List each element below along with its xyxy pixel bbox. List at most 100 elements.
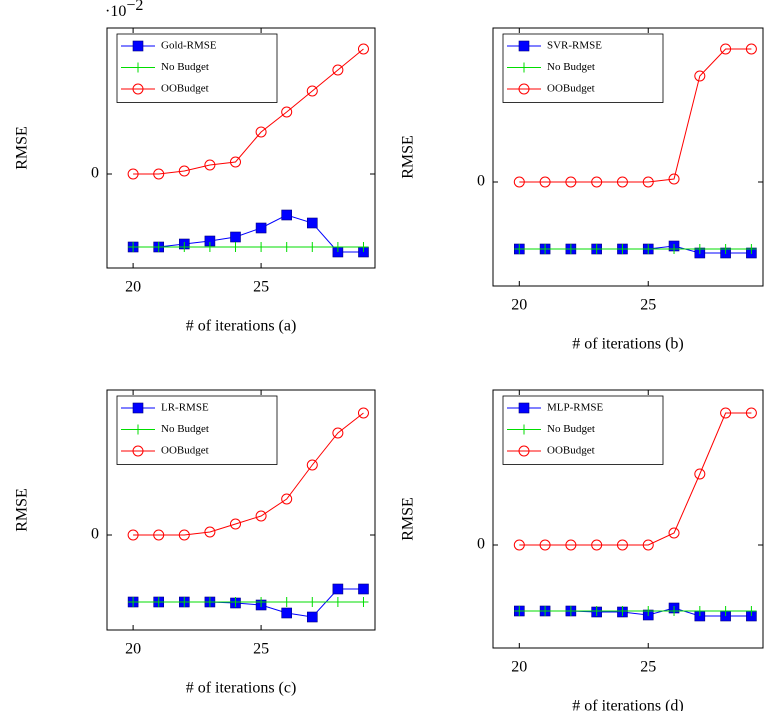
y-axis-label: RMSE [400,497,417,541]
plot-frame [106,389,376,631]
marker-circle [127,168,139,180]
marker-plus [358,597,369,607]
marker-circle [204,526,216,538]
marker-plus [617,606,628,616]
legend-label: OOBudget [547,445,595,457]
legend-label: LR-RMSE [161,402,209,414]
marker-circle [204,159,216,171]
marker-plus [332,597,343,607]
marker-circle [668,527,680,539]
legend-box [116,395,278,465]
x-tick-label: 25 [640,659,656,676]
marker-circle [153,529,165,541]
marker-square [518,402,530,414]
series-line [133,588,364,618]
legend-label: OOBudget [547,83,595,95]
x-tick-label: 20 [511,297,527,314]
marker-plus [332,242,343,252]
marker-plus [617,244,628,254]
legend-label: No Budget [547,423,595,435]
plot-frame [106,27,376,269]
marker-plus [128,597,139,607]
marker-plus [565,606,576,616]
marker-circle [518,83,530,95]
marker-plus [565,244,576,254]
legend-label: Gold-RMSE [161,40,217,52]
marker-circle [306,85,318,97]
plot-area [513,43,757,259]
series-line [519,412,752,546]
marker-circle [255,126,267,138]
marker-plus [591,606,602,616]
marker-plus [307,597,318,607]
marker-circle [281,493,293,505]
marker-circle [281,106,293,118]
marker-plus [643,244,654,254]
y-tick-label: 0 [91,165,99,182]
marker-circle [332,64,344,76]
marker-plus [519,424,529,435]
x-tick-label: 20 [125,641,141,658]
series-line [519,48,752,183]
marker-circle [745,43,757,55]
marker-plus [256,597,267,607]
marker-plus [179,242,190,252]
marker-plus [204,597,215,607]
marker-plus [669,606,680,616]
marker-circle [565,176,577,188]
y-axis-label: RMSE [400,135,417,179]
marker-circle [745,407,757,419]
marker-plus [281,242,292,252]
marker-plus [519,62,529,73]
marker-square [132,40,144,52]
marker-square [132,402,144,414]
marker-plus [133,62,143,73]
x-axis-label: # of iterations (c) [186,680,297,697]
y-multiplier-exponent: −2 [126,0,143,14]
x-tick-label: 25 [253,641,269,658]
x-axis-label: # of iterations (d) [572,698,684,711]
series-line [133,412,364,536]
marker-circle [357,43,369,55]
x-axis-label: # of iterations (a) [186,318,297,335]
legend-box [502,33,664,103]
marker-plus [540,244,551,254]
marker-plus [514,606,525,616]
marker-plus [307,242,318,252]
marker-square [306,217,318,229]
marker-circle [642,539,654,551]
marker-circle [132,83,144,95]
y-tick-label: 0 [477,173,485,190]
marker-plus [643,606,654,616]
plot-frame [492,389,764,649]
marker-plus [128,242,139,252]
marker-circle [153,168,165,180]
marker-circle [565,539,577,551]
marker-plus [153,597,164,607]
marker-plus [746,244,757,254]
marker-square [230,231,241,243]
legend-label: OOBudget [161,445,209,457]
marker-plus [694,244,705,254]
marker-circle [642,176,654,188]
x-tick-label: 20 [125,279,141,296]
marker-square [332,583,344,595]
plot-area [513,407,757,622]
marker-circle [539,176,551,188]
marker-circle [229,156,241,168]
marker-circle [132,445,144,457]
marker-plus [669,244,680,254]
marker-plus [153,242,164,252]
y-axis-label: RMSE [14,488,31,532]
marker-circle [616,539,628,551]
legend-label: No Budget [161,61,209,73]
marker-plus [358,242,369,252]
marker-circle [255,510,267,522]
marker-circle [306,459,318,471]
legend-box [116,33,278,103]
marker-circle [694,70,706,82]
marker-circle [127,529,139,541]
marker-square [281,209,292,221]
marker-circle [178,529,190,541]
